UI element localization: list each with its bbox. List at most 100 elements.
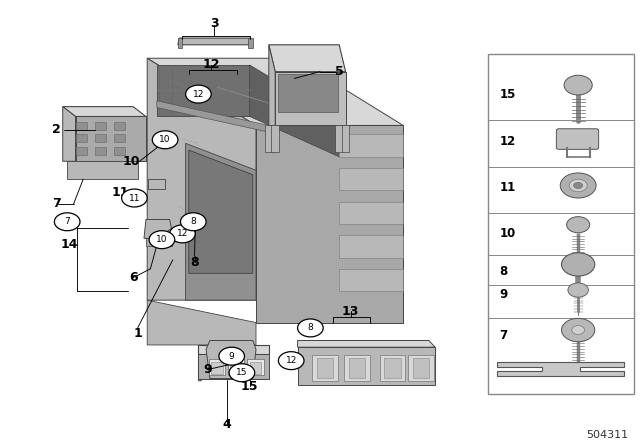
Text: 9: 9 <box>203 363 212 376</box>
Bar <box>342 125 349 152</box>
Circle shape <box>560 173 596 198</box>
Bar <box>250 362 261 374</box>
Bar <box>413 358 429 378</box>
Text: 504311: 504311 <box>586 430 628 440</box>
Polygon shape <box>63 107 76 161</box>
Circle shape <box>229 364 255 382</box>
Polygon shape <box>339 134 403 157</box>
Text: 14: 14 <box>60 237 78 251</box>
Text: 8: 8 <box>308 323 313 332</box>
Polygon shape <box>339 269 403 291</box>
Circle shape <box>561 253 595 276</box>
Text: 10: 10 <box>156 235 168 244</box>
Polygon shape <box>189 150 253 273</box>
Bar <box>488 54 634 394</box>
Bar <box>114 147 125 155</box>
Text: 8: 8 <box>191 217 196 226</box>
Circle shape <box>170 225 195 243</box>
Bar <box>95 122 106 130</box>
Circle shape <box>278 352 304 370</box>
Circle shape <box>149 231 175 249</box>
Bar <box>114 122 125 130</box>
Polygon shape <box>76 116 146 161</box>
Text: 15: 15 <box>499 87 516 101</box>
Polygon shape <box>178 38 253 45</box>
Polygon shape <box>67 161 138 179</box>
Bar <box>335 125 343 152</box>
Text: 10: 10 <box>499 227 515 240</box>
Polygon shape <box>144 220 172 238</box>
FancyBboxPatch shape <box>556 129 598 149</box>
Bar <box>380 355 405 381</box>
Circle shape <box>186 85 211 103</box>
Polygon shape <box>275 72 346 125</box>
Polygon shape <box>339 235 403 258</box>
Circle shape <box>180 213 206 231</box>
Polygon shape <box>248 38 253 48</box>
Polygon shape <box>198 354 269 379</box>
Bar <box>228 359 244 375</box>
Polygon shape <box>256 125 403 323</box>
Polygon shape <box>198 345 269 354</box>
Polygon shape <box>206 340 256 379</box>
Text: 11: 11 <box>129 194 140 202</box>
Text: 10: 10 <box>122 155 140 168</box>
Bar <box>76 134 87 142</box>
Polygon shape <box>339 168 403 190</box>
Circle shape <box>298 319 323 337</box>
Bar <box>230 362 242 374</box>
Polygon shape <box>269 45 275 125</box>
Polygon shape <box>147 58 403 125</box>
Bar <box>265 125 273 152</box>
Bar <box>209 359 225 375</box>
Text: 12: 12 <box>285 356 297 365</box>
Text: 13: 13 <box>342 305 360 318</box>
Polygon shape <box>298 347 435 385</box>
Text: 6: 6 <box>129 271 138 284</box>
Polygon shape <box>186 143 256 300</box>
Bar <box>349 358 365 378</box>
Text: 5: 5 <box>335 65 344 78</box>
Circle shape <box>54 213 80 231</box>
Bar <box>211 362 223 374</box>
Text: 4: 4 <box>223 418 232 431</box>
Polygon shape <box>298 340 435 347</box>
Bar <box>76 147 87 155</box>
Bar <box>114 134 125 142</box>
Bar <box>384 358 401 378</box>
Text: 7: 7 <box>499 329 508 342</box>
Bar <box>344 355 370 381</box>
Bar <box>95 147 106 155</box>
Polygon shape <box>178 38 182 48</box>
Text: 15: 15 <box>241 379 259 393</box>
Polygon shape <box>157 101 269 132</box>
Text: 12: 12 <box>499 135 515 148</box>
Text: 12: 12 <box>177 229 188 238</box>
Text: 10: 10 <box>159 135 171 144</box>
Text: 12: 12 <box>193 90 204 99</box>
Circle shape <box>568 283 588 297</box>
Text: 11: 11 <box>499 181 515 194</box>
Bar <box>271 125 279 152</box>
Circle shape <box>566 217 589 233</box>
Polygon shape <box>63 107 146 116</box>
Polygon shape <box>147 58 256 300</box>
Text: 15: 15 <box>236 368 248 377</box>
Bar <box>312 355 338 381</box>
Polygon shape <box>148 179 165 189</box>
Text: 1: 1 <box>133 327 142 340</box>
Text: 9: 9 <box>229 352 234 361</box>
Text: 8: 8 <box>190 255 199 269</box>
Bar <box>76 122 87 130</box>
Circle shape <box>122 189 147 207</box>
Polygon shape <box>157 65 250 116</box>
Circle shape <box>219 347 244 365</box>
Circle shape <box>564 75 592 95</box>
Circle shape <box>152 131 178 149</box>
Text: 11: 11 <box>111 186 129 199</box>
Circle shape <box>561 319 595 342</box>
Polygon shape <box>497 362 624 375</box>
Polygon shape <box>198 345 202 381</box>
Text: 3: 3 <box>210 17 219 30</box>
Bar <box>247 359 264 375</box>
